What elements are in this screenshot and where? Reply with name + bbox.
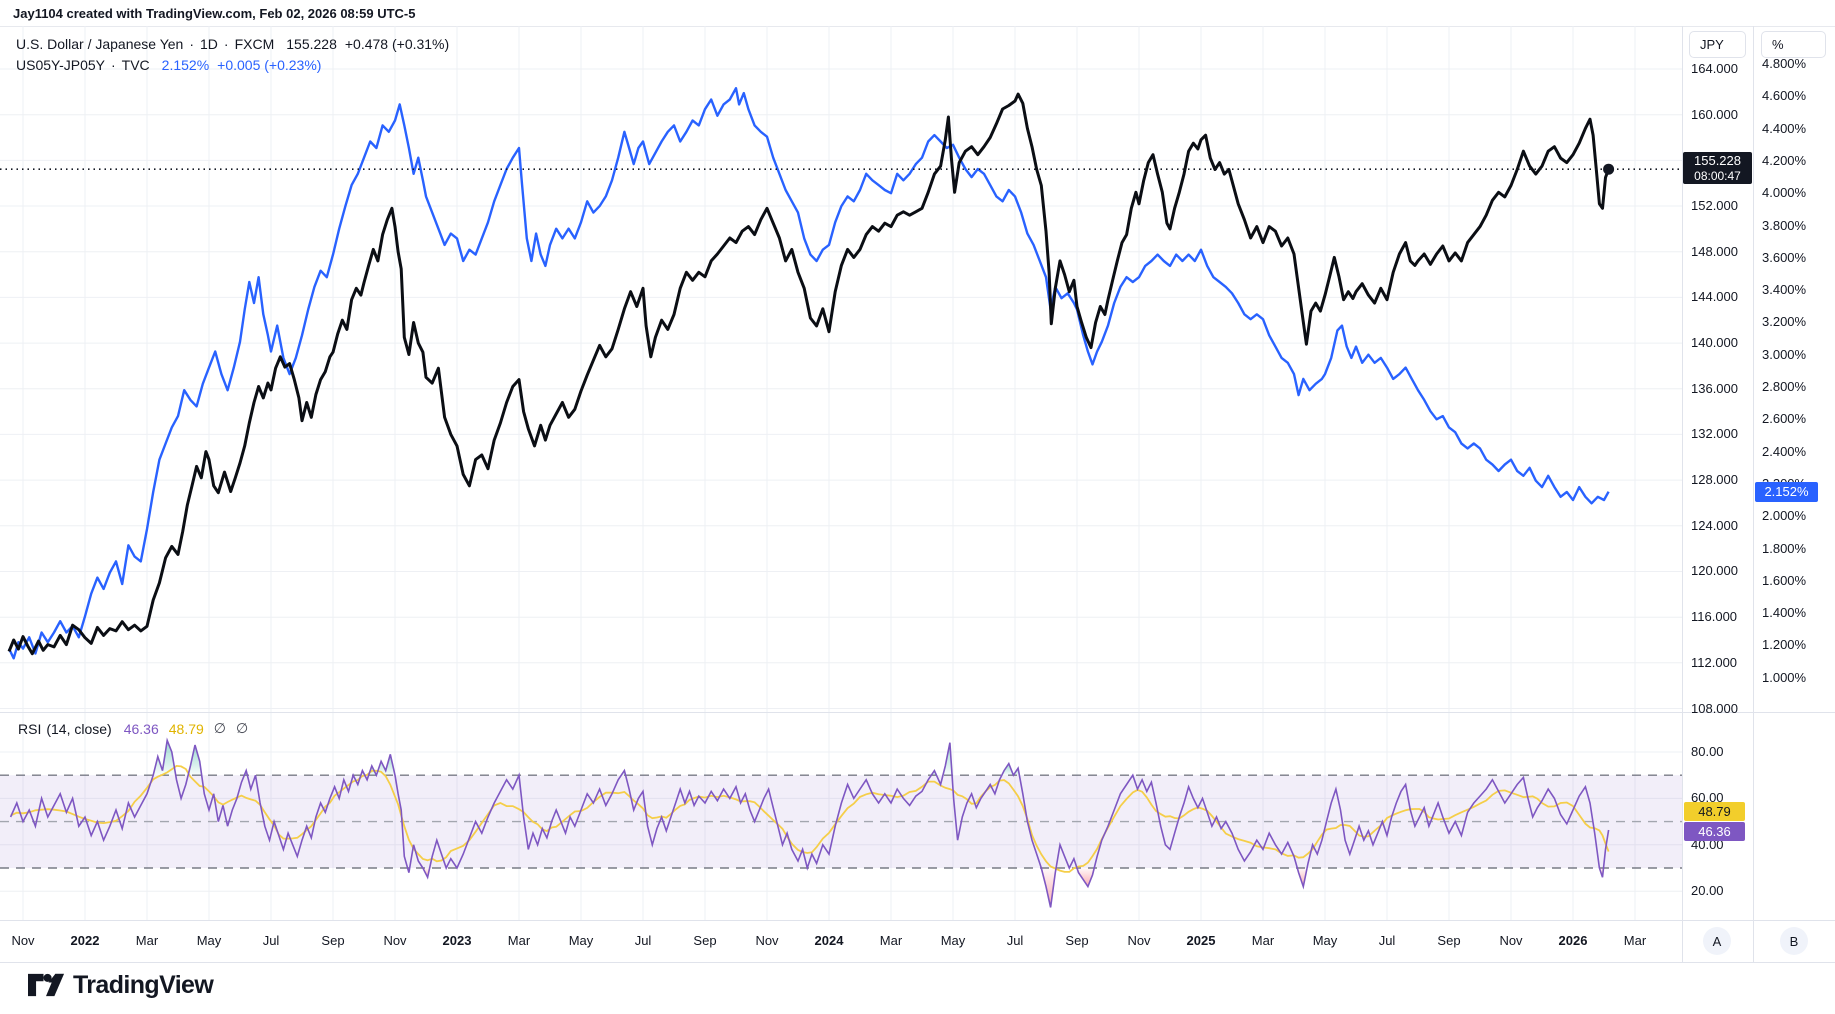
corner-button-a[interactable]: A bbox=[1703, 927, 1731, 955]
tradingview-logo[interactable]: TradingView bbox=[28, 970, 214, 1000]
rsi-current-value: 46.36 bbox=[123, 720, 159, 737]
legend-separator: · bbox=[110, 56, 116, 73]
symbol-change: +0.478 (+0.31%) bbox=[344, 35, 450, 52]
rsi-ma-current-value: 48.79 bbox=[168, 720, 204, 737]
symbol-title: U.S. Dollar / Japanese Yen bbox=[16, 35, 184, 52]
no-smoothing-icon[interactable]: ∅ bbox=[213, 720, 226, 736]
spread-change: +0.005 (+0.23%) bbox=[217, 56, 322, 73]
symbol-exchange: FXCM bbox=[234, 35, 275, 52]
last-price-time: 08:00:47 bbox=[1694, 169, 1741, 183]
top-attribution-bar: Jay1104 created with TradingView.com, Fe… bbox=[0, 0, 1835, 27]
legend-row-spread[interactable]: US05Y-JP05Y · TVC 2.152% +0.005 (+0.23%) bbox=[16, 54, 449, 75]
legend-separator: · bbox=[189, 35, 195, 52]
spread-title: US05Y-JP05Y bbox=[16, 56, 105, 73]
main-chart-legend: U.S. Dollar / Japanese Yen · 1D · FXCM 1… bbox=[16, 33, 449, 75]
tradingview-logo-text: TradingView bbox=[73, 970, 214, 999]
last-price-value: 155.228 bbox=[1694, 153, 1741, 168]
last-price-axis-label: 155.228 08:00:47 bbox=[1683, 152, 1752, 184]
no-smoothing-icon[interactable]: ∅ bbox=[236, 720, 249, 736]
symbol-last-price: 155.228 bbox=[286, 35, 337, 52]
symbol-interval: 1D bbox=[200, 35, 218, 52]
tradingview-logo-icon bbox=[28, 973, 64, 997]
rsi-ma-axis-label: 48.79 bbox=[1684, 802, 1745, 821]
rsi-axis-label: 46.36 bbox=[1684, 822, 1745, 841]
attribution-text: Jay1104 created with TradingView.com, Fe… bbox=[13, 5, 416, 21]
rsi-title: RSI bbox=[18, 720, 42, 737]
pct-scale-button[interactable]: % bbox=[1761, 31, 1826, 58]
spread-last-value: 2.152% bbox=[161, 56, 210, 73]
legend-row-usdjpy[interactable]: U.S. Dollar / Japanese Yen · 1D · FXCM 1… bbox=[16, 33, 449, 54]
spread-exchange: TVC bbox=[121, 56, 150, 73]
rsi-indicator-legend[interactable]: RSI (14, close) 46.36 48.79 ∅ ∅ bbox=[18, 720, 248, 737]
rsi-params: (14, close) bbox=[46, 720, 112, 737]
spread-axis-label: 2.152% bbox=[1755, 482, 1818, 502]
jpy-scale-button[interactable]: JPY bbox=[1689, 31, 1746, 58]
legend-separator: · bbox=[223, 35, 229, 52]
corner-button-b[interactable]: B bbox=[1780, 927, 1808, 955]
